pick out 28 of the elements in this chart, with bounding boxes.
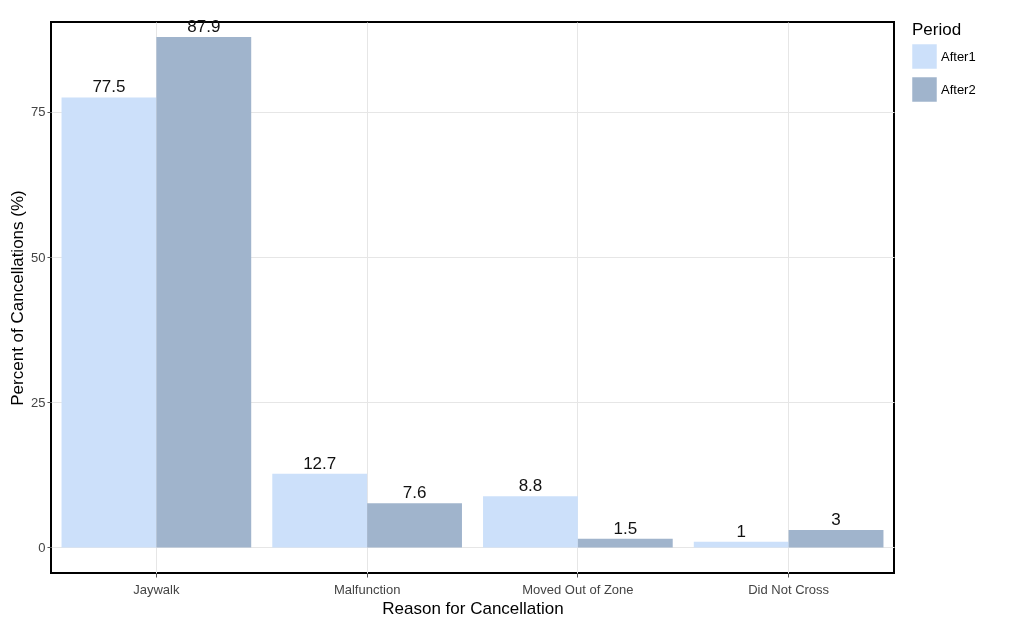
x-tick-label: Jaywalk (133, 581, 180, 597)
bar (577, 538, 673, 548)
y-tick-label: 50 (31, 249, 46, 265)
x-tick-label: Malfunction (333, 581, 401, 597)
data-label: 7.6 (402, 483, 427, 503)
bar (483, 496, 578, 548)
bar (272, 473, 368, 548)
bar (788, 530, 884, 548)
x-tick-label: Moved Out of Zone (522, 581, 634, 597)
y-axis-title: Percent of Cancellations (%) (8, 190, 28, 406)
x-tick-label: Did Not Cross (748, 581, 830, 597)
data-label: 8.8 (518, 476, 543, 496)
bar (61, 97, 157, 548)
y-tick-label: 25 (31, 394, 46, 410)
y-tick-label: 0 (38, 539, 46, 555)
data-label: 12.7 (303, 453, 337, 473)
data-label: 77.5 (92, 77, 126, 97)
data-label: 1 (736, 521, 746, 541)
x-axis-title: Reason for Cancellation (382, 598, 564, 618)
data-label: 1.5 (613, 518, 638, 538)
legend-title: Period (912, 20, 962, 39)
y-tick-label: 75 (31, 104, 46, 120)
bar (156, 37, 252, 548)
data-label: 87.9 (187, 17, 221, 37)
legend-label: After2 (941, 81, 976, 97)
data-label: 3 (831, 510, 841, 530)
bar (367, 503, 462, 548)
legend-label: After1 (941, 48, 976, 64)
